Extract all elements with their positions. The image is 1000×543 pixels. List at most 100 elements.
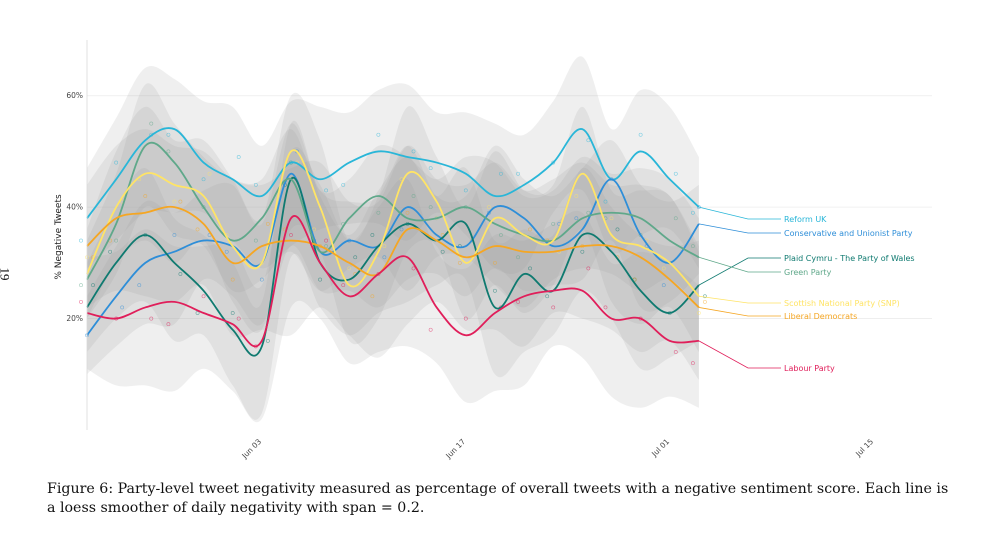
data-point — [265, 221, 270, 226]
data-point — [457, 260, 462, 265]
data-point — [312, 227, 317, 232]
data-point — [463, 188, 468, 193]
legend-label: Liberal Democrats — [784, 312, 857, 321]
data-point — [440, 249, 445, 254]
data-point — [166, 149, 171, 154]
data-point — [702, 294, 707, 299]
data-point — [690, 244, 695, 249]
y-tick-label: 20% — [66, 314, 83, 323]
data-point — [149, 316, 154, 321]
x-tick-label: Jun 17 — [443, 437, 467, 461]
data-point — [353, 255, 358, 260]
data-point — [253, 238, 258, 243]
data-point — [516, 171, 520, 176]
data-point — [428, 327, 433, 332]
data-point — [289, 233, 293, 237]
data-point — [201, 177, 206, 182]
data-point — [347, 266, 352, 271]
legend-label: Plaid Cymru - The Party of Wales — [784, 254, 915, 263]
confidence-band — [87, 83, 699, 319]
y-tick-label: 40% — [66, 203, 83, 212]
legend-label: Reform UK — [784, 215, 827, 224]
series-line — [86, 176, 700, 357]
data-point — [253, 182, 258, 187]
series-line — [86, 149, 700, 297]
data-point — [265, 338, 270, 343]
data-point — [230, 311, 235, 315]
x-tick-label: Jun 03 — [239, 437, 263, 461]
data-point — [143, 194, 148, 198]
series-lines — [86, 127, 700, 357]
data-point — [661, 266, 666, 271]
legend-label: Conservative and Unionist Party — [784, 229, 913, 238]
data-point — [236, 155, 241, 159]
data-point — [661, 283, 666, 288]
series-line — [86, 215, 699, 348]
data-point — [463, 316, 468, 321]
data-point — [172, 233, 177, 237]
data-point — [615, 227, 620, 232]
data-point — [428, 166, 433, 171]
data-point — [551, 160, 556, 165]
data-point — [673, 350, 678, 354]
data-point — [230, 277, 235, 282]
data-point — [690, 361, 695, 366]
legend-leader-line — [698, 206, 781, 220]
data-point — [551, 221, 556, 226]
data-point — [172, 199, 177, 204]
data-point — [499, 171, 503, 176]
data-point — [638, 132, 643, 137]
data-point — [690, 210, 695, 215]
data-point — [370, 233, 375, 237]
data-point — [586, 210, 591, 215]
confidence-bands — [87, 56, 699, 423]
x-tick-label: Jul 15 — [853, 437, 875, 459]
data-point — [382, 255, 387, 260]
data-point — [580, 249, 585, 254]
data-point — [516, 255, 520, 260]
data-point — [114, 160, 119, 165]
data-point — [516, 299, 520, 304]
data-point — [137, 283, 142, 288]
data-point — [673, 171, 678, 176]
legend-label: Green Party — [784, 268, 832, 277]
data-point — [586, 266, 591, 271]
data-point — [376, 132, 381, 137]
confidence-band — [87, 123, 699, 375]
data-point — [114, 238, 119, 243]
data-point — [108, 249, 113, 254]
data-point — [702, 299, 707, 304]
legend-label: Scottish National Party (SNP) — [784, 299, 900, 308]
line-chart: Reform UK Conservative and Unionist Party… — [54, 40, 932, 461]
data-point — [370, 294, 375, 299]
data-point — [487, 205, 491, 210]
data-point — [201, 294, 206, 299]
data-point — [399, 227, 404, 232]
x-tick-label: Jul 01 — [649, 437, 671, 459]
legend-leader-line — [698, 307, 781, 317]
data-point — [207, 171, 212, 176]
data-point — [324, 238, 329, 243]
y-axis-title: % Negative Tweets — [54, 194, 64, 280]
data-point — [411, 266, 416, 271]
data-point — [376, 210, 381, 215]
data-point — [411, 194, 416, 198]
data-point — [201, 205, 206, 210]
data-point — [259, 277, 264, 282]
data-point — [603, 199, 608, 204]
legend-leader-line — [698, 223, 781, 234]
data-point — [499, 233, 503, 237]
data-point — [545, 294, 550, 299]
data-point — [341, 182, 346, 187]
confidence-band — [87, 120, 699, 420]
data-point — [120, 305, 125, 310]
confidence-band — [87, 92, 699, 352]
data-point — [528, 266, 532, 271]
series-line — [86, 127, 700, 219]
legend: Reform UK Conservative and Unionist Party… — [698, 206, 915, 373]
data-point — [236, 316, 241, 321]
legend-leader-line — [698, 257, 781, 286]
data-point — [91, 283, 95, 288]
legend-leader-line — [698, 295, 781, 304]
series-line — [86, 141, 700, 280]
